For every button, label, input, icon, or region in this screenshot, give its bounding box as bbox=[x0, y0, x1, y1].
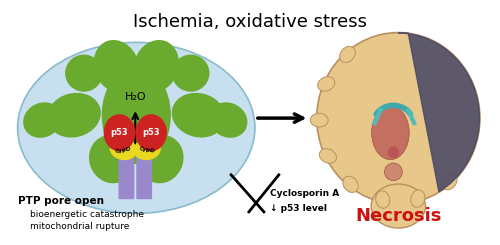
Ellipse shape bbox=[371, 184, 426, 228]
FancyBboxPatch shape bbox=[136, 153, 152, 199]
Ellipse shape bbox=[18, 42, 255, 213]
Text: bioenergetic catastrophe: bioenergetic catastrophe bbox=[30, 210, 144, 219]
Ellipse shape bbox=[172, 93, 226, 137]
Polygon shape bbox=[398, 33, 479, 192]
Text: Necrosis: Necrosis bbox=[355, 207, 442, 225]
Ellipse shape bbox=[94, 40, 140, 93]
Ellipse shape bbox=[110, 138, 137, 160]
Text: mitochondrial rupture: mitochondrial rupture bbox=[30, 222, 130, 231]
Ellipse shape bbox=[318, 77, 335, 91]
Ellipse shape bbox=[372, 106, 409, 160]
Ellipse shape bbox=[89, 135, 134, 183]
Text: CypD: CypD bbox=[139, 147, 156, 154]
Ellipse shape bbox=[47, 93, 101, 137]
Ellipse shape bbox=[340, 46, 355, 62]
Ellipse shape bbox=[320, 149, 336, 163]
Text: Cyclosporin A: Cyclosporin A bbox=[270, 189, 339, 198]
Ellipse shape bbox=[136, 114, 167, 151]
Ellipse shape bbox=[23, 102, 62, 138]
Ellipse shape bbox=[376, 191, 390, 208]
Ellipse shape bbox=[411, 190, 425, 207]
Ellipse shape bbox=[388, 147, 400, 158]
Ellipse shape bbox=[310, 113, 328, 127]
Text: CypD: CypD bbox=[115, 147, 132, 154]
Text: ↓ p53 level: ↓ p53 level bbox=[270, 204, 327, 212]
Ellipse shape bbox=[209, 102, 248, 138]
Text: Ischemia, oxidative stress: Ischemia, oxidative stress bbox=[133, 12, 367, 31]
Ellipse shape bbox=[343, 176, 358, 193]
Ellipse shape bbox=[133, 40, 179, 93]
Ellipse shape bbox=[384, 163, 402, 181]
Ellipse shape bbox=[65, 55, 102, 92]
FancyBboxPatch shape bbox=[118, 153, 134, 199]
Text: p53: p53 bbox=[110, 128, 128, 137]
Ellipse shape bbox=[317, 33, 480, 204]
Text: PTP pore open: PTP pore open bbox=[18, 196, 104, 206]
Ellipse shape bbox=[172, 55, 210, 92]
Ellipse shape bbox=[442, 174, 457, 190]
Ellipse shape bbox=[134, 138, 161, 160]
Text: H₂O: H₂O bbox=[124, 92, 146, 102]
Text: p53: p53 bbox=[142, 128, 160, 137]
Ellipse shape bbox=[104, 114, 136, 151]
Ellipse shape bbox=[138, 135, 184, 183]
Ellipse shape bbox=[102, 66, 171, 164]
